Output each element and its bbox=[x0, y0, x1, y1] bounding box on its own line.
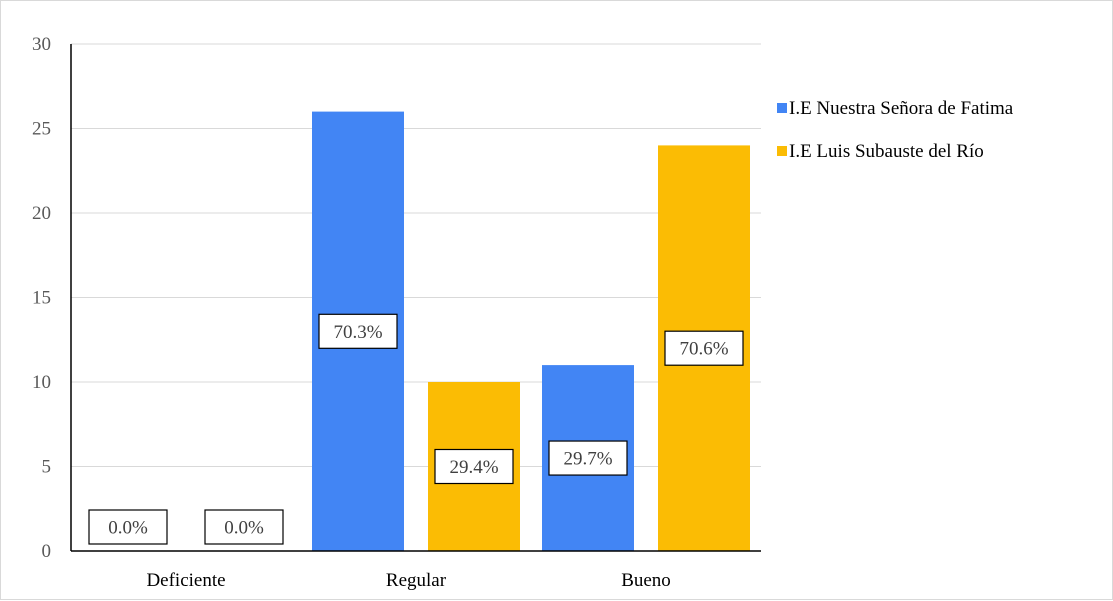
data-label-box bbox=[434, 448, 514, 485]
legend-swatch bbox=[777, 103, 787, 113]
data-label-box bbox=[548, 440, 628, 476]
x-category-label: Regular bbox=[386, 570, 447, 591]
y-tick-label: 15 bbox=[32, 288, 51, 309]
legend-swatch bbox=[777, 146, 787, 156]
y-axis: 0 5 10 15 20 25 30 bbox=[32, 34, 72, 562]
y-tick-label: 0 bbox=[42, 541, 52, 562]
data-label-box bbox=[204, 509, 284, 545]
legend-label: I.E Nuestra Señora de Fatima bbox=[789, 98, 1014, 119]
gridlines bbox=[71, 43, 761, 467]
y-tick-label: 10 bbox=[32, 372, 51, 393]
data-label-box bbox=[318, 313, 398, 349]
y-tick-label: 25 bbox=[32, 119, 51, 140]
y-tick-label: 30 bbox=[32, 34, 51, 55]
data-label-box bbox=[88, 509, 168, 545]
data-label: 29.7% bbox=[563, 449, 612, 470]
x-axis: Deficiente Regular Bueno bbox=[71, 550, 761, 591]
x-category-label: Deficiente bbox=[146, 570, 225, 591]
data-label: 0.0% bbox=[108, 518, 148, 539]
y-tick-label: 5 bbox=[42, 457, 52, 478]
y-tick-label: 20 bbox=[32, 203, 51, 224]
data-label-box bbox=[664, 330, 744, 366]
data-label: 70.6% bbox=[679, 339, 728, 360]
legend: I.E Nuestra Señora de Fatima I.E Luis Sub… bbox=[777, 98, 1014, 162]
data-label: 70.3% bbox=[333, 322, 382, 343]
x-category-label: Bueno bbox=[621, 570, 671, 591]
data-labels: 0.0% 0.0% 70.3% 29.4% 29.7% 70.6% bbox=[88, 313, 744, 545]
legend-label: I.E Luis Subauste del Río bbox=[789, 141, 984, 162]
data-label: 0.0% bbox=[224, 518, 264, 539]
data-label: 29.4% bbox=[449, 457, 498, 478]
